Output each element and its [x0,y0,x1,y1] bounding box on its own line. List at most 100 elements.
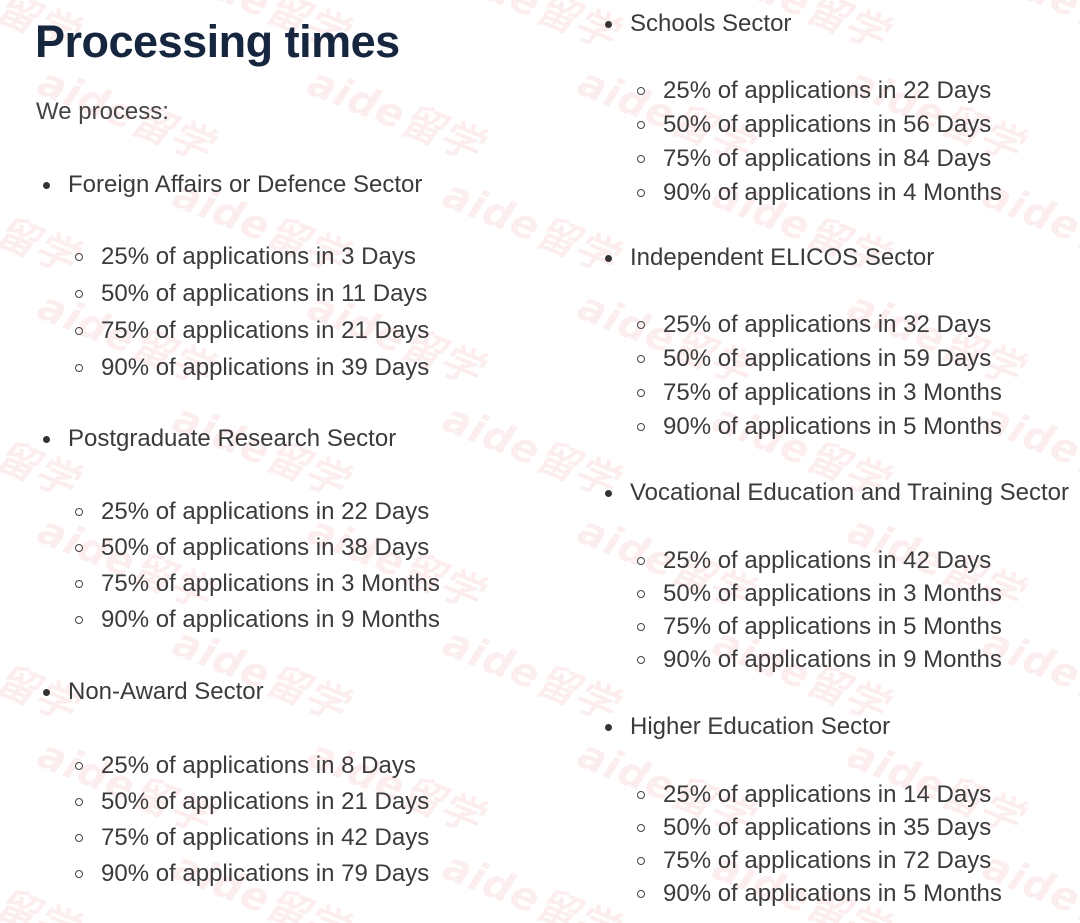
bullet-disc-icon [605,490,612,497]
list-item-text: 75% of applications in 84 Days [663,145,992,172]
bullet-circle-icon [637,890,645,898]
bullet-circle-icon [637,423,645,431]
list-item: 25% of applications in 3 Days [75,242,429,279]
sector-name: Schools Sector [630,10,792,37]
list-item-text: 90% of applications in 39 Days [101,354,430,381]
bullet-circle-icon [637,623,645,631]
watermark-logo: aide留学 [436,171,623,283]
bullet-disc-icon [605,21,612,28]
list-item-text: 25% of applications in 22 Days [663,77,992,104]
watermark-logo: aide留学 [436,0,623,59]
list-item: 75% of applications in 3 Months [637,378,1002,412]
list-item-text: 90% of applications in 5 Months [663,880,1002,907]
sector-heading: Schools Sector [605,9,792,39]
sector-heading: Non-Award Sector [43,677,264,707]
bullet-circle-icon [637,87,645,95]
list-item-text: 90% of applications in 9 Months [101,606,440,633]
list-item-text: 75% of applications in 42 Days [101,824,430,851]
list-item: 90% of applications in 9 Months [637,645,1002,678]
list-item-text: 25% of applications in 42 Days [663,547,992,574]
list-item-text: 50% of applications in 59 Days [663,345,992,372]
bullet-circle-icon [637,590,645,598]
list-item-text: 90% of applications in 9 Months [663,646,1002,673]
sector-heading: Postgraduate Research Sector [43,424,397,454]
list-item-text: 50% of applications in 38 Days [101,534,430,561]
list-item-text: 25% of applications in 8 Days [101,752,416,779]
bullet-circle-icon [637,189,645,197]
list-item-text: 75% of applications in 5 Months [663,613,1002,640]
watermark-logo: aide留学 [436,395,623,507]
list-item-text: 50% of applications in 11 Days [101,280,428,307]
watermark-logo: aide留学 [301,59,488,171]
list-item: 50% of applications in 11 Days [75,279,429,316]
bullet-circle-icon [75,798,83,806]
sector-foreign-affairs-defence: Foreign Affairs or Defence Sector 25% of… [43,170,429,381]
processing-times-list: 25% of applications in 22 Days 50% of ap… [75,497,440,641]
list-item: 90% of applications in 5 Months [637,879,1002,912]
bullet-circle-icon [75,364,83,372]
sector-vocational-education-training: Vocational Education and Training Sector… [605,478,1069,673]
processing-times-list: 25% of applications in 22 Days 50% of ap… [637,76,1002,212]
list-item: 50% of applications in 38 Days [75,533,440,569]
bullet-disc-icon [605,724,612,731]
bullet-disc-icon [43,182,50,189]
bullet-circle-icon [75,253,83,261]
list-item: 50% of applications in 59 Days [637,344,1002,378]
bullet-circle-icon [637,824,645,832]
list-item-text: 50% of applications in 21 Days [101,788,430,815]
page-title: Processing times [35,16,400,67]
list-item-text: 90% of applications in 79 Days [101,860,430,887]
bullet-disc-icon [43,689,50,696]
bullet-circle-icon [637,656,645,664]
bullet-circle-icon [75,508,83,516]
bullet-circle-icon [75,834,83,842]
processing-times-list: 25% of applications in 3 Days 50% of app… [75,242,430,390]
list-item: 25% of applications in 14 Days [637,780,1002,813]
bullet-circle-icon [637,389,645,397]
bullet-circle-icon [75,290,83,298]
watermark-logo: aide留学 [0,843,83,923]
sector-higher-education: Higher Education Sector 25% of applicati… [605,712,1002,907]
sector-name: Independent ELICOS Sector [630,244,935,271]
bullet-circle-icon [75,762,83,770]
list-item-text: 50% of applications in 3 Months [663,580,1002,607]
bullet-circle-icon [637,791,645,799]
list-item-text: 25% of applications in 22 Days [101,498,430,525]
list-item: 75% of applications in 3 Months [75,569,440,605]
list-item: 50% of applications in 21 Days [75,787,430,823]
sector-name: Higher Education Sector [630,713,891,740]
sector-name: Postgraduate Research Sector [68,425,397,452]
list-item: 25% of applications in 32 Days [637,310,1002,344]
list-item: 90% of applications in 4 Months [637,178,1002,212]
watermark-logo: aide留学 [0,619,83,731]
sector-heading: Independent ELICOS Sector [605,243,935,273]
list-item: 75% of applications in 21 Days [75,316,430,353]
sector-heading: Foreign Affairs or Defence Sector [43,170,423,200]
list-item: 50% of applications in 3 Months [637,579,1002,612]
sector-name: Foreign Affairs or Defence Sector [68,171,423,198]
bullet-circle-icon [637,355,645,363]
watermark-logo: aide留学 [436,619,623,731]
list-item: 25% of applications in 22 Days [637,76,1002,110]
list-item-text: 50% of applications in 35 Days [663,814,992,841]
list-item-text: 75% of applications in 21 Days [101,317,430,344]
list-item: 90% of applications in 39 Days [75,353,430,390]
list-item-text: 75% of applications in 3 Months [101,570,440,597]
list-item: 25% of applications in 42 Days [637,546,1002,579]
list-item-text: 25% of applications in 32 Days [663,311,992,338]
bullet-disc-icon [43,436,50,443]
intro-text: We process: [36,98,169,125]
sector-heading: Vocational Education and Training Sector [605,478,1069,508]
sector-independent-elicos: Independent ELICOS Sector 25% of applica… [605,243,1002,440]
bullet-circle-icon [637,155,645,163]
sector-non-award: Non-Award Sector 25% of applications in … [43,677,429,887]
list-item: 50% of applications in 56 Days [637,110,1002,144]
list-item: 90% of applications in 9 Months [75,605,440,641]
bullet-circle-icon [637,857,645,865]
list-item-text: 50% of applications in 56 Days [663,111,992,138]
bullet-disc-icon [605,255,612,262]
list-item-text: 75% of applications in 72 Days [663,847,992,874]
processing-times-list: 25% of applications in 14 Days 50% of ap… [637,780,1002,912]
list-item-text: 75% of applications in 3 Months [663,379,1002,406]
sector-name: Vocational Education and Training Sector [630,479,1069,506]
